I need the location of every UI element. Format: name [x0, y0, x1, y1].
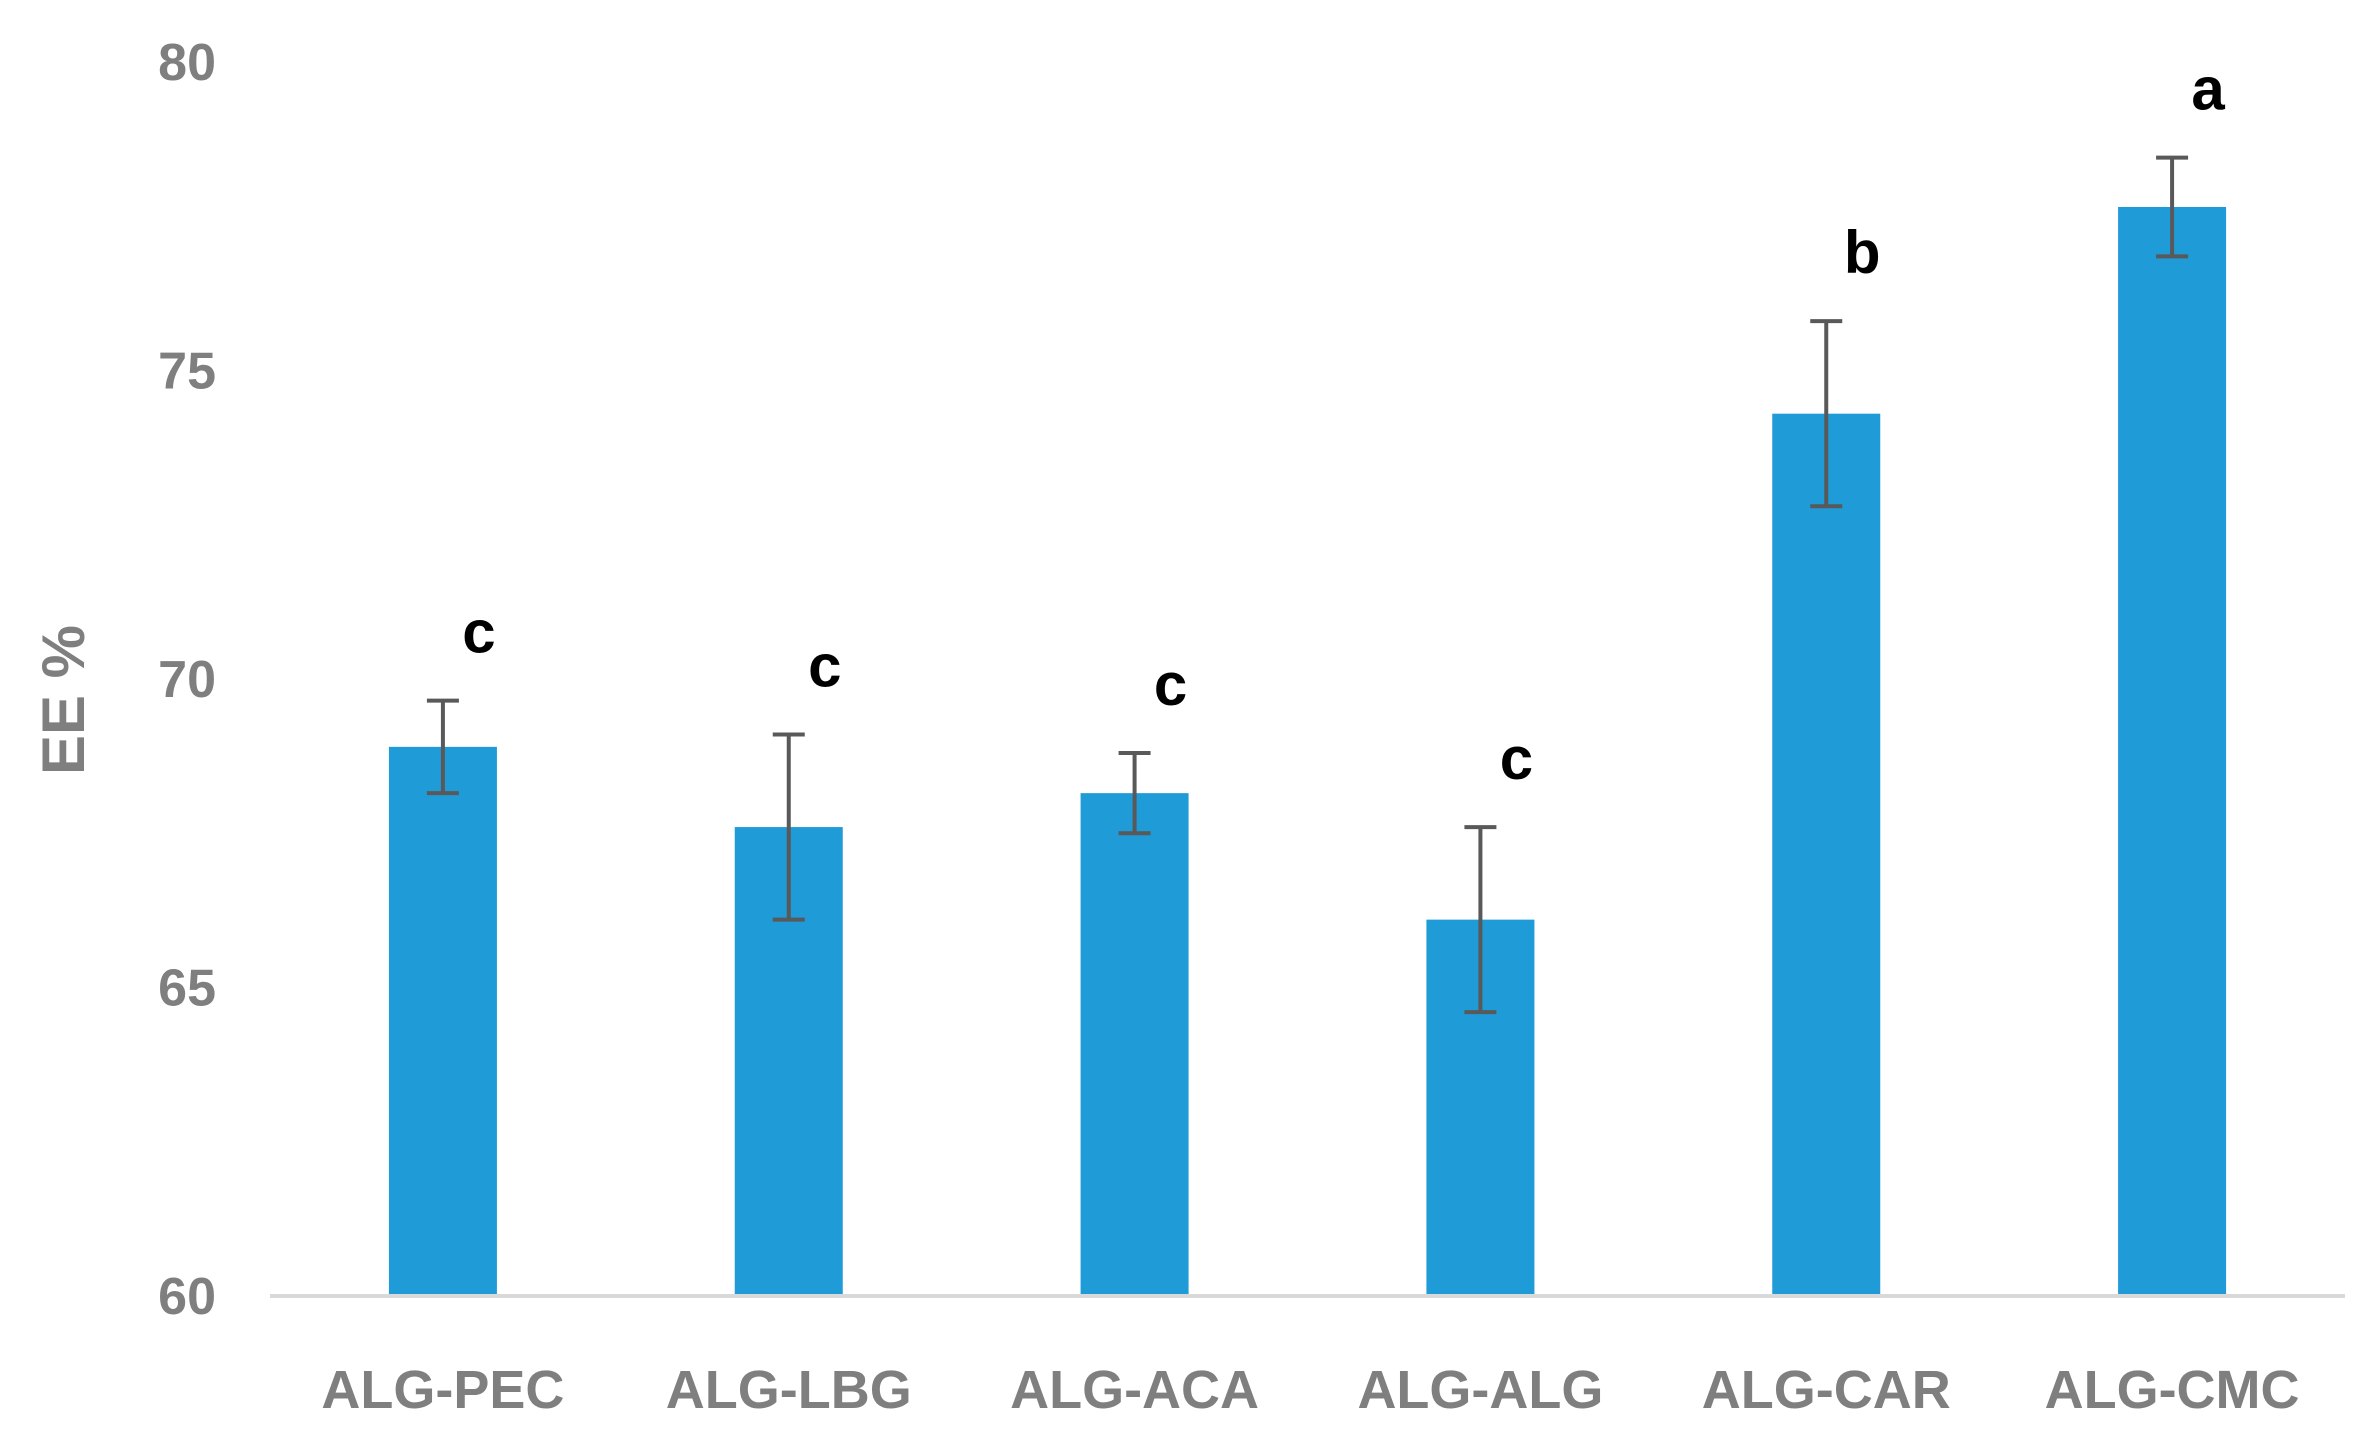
error-bar	[426, 698, 459, 796]
error-bar	[1118, 751, 1151, 836]
x-tick-label: ALG-PEC	[321, 1360, 564, 1420]
x-tick-label: ALG-CMC	[2045, 1360, 2300, 1420]
x-tick-label: ALG-CAR	[1702, 1360, 1951, 1420]
error-bar	[1464, 825, 1497, 1015]
significance-labels-group: c c c c b a	[462, 56, 2225, 792]
y-tick-label: 65	[158, 960, 216, 1018]
significance-label: c	[1154, 651, 1187, 718]
significance-label: b	[1844, 219, 1881, 286]
error-bar	[772, 732, 805, 922]
x-tick-label: ALG-ALG	[1357, 1360, 1603, 1420]
error-bar	[2156, 155, 2189, 259]
significance-label: c	[462, 599, 495, 666]
bar	[388, 746, 497, 1296]
bar	[2118, 206, 2227, 1296]
significance-label: a	[2191, 56, 2225, 123]
y-tick-label: 60	[158, 1268, 216, 1326]
error-bars-group	[426, 155, 2189, 1015]
x-axis-labels: ALG-PEC ALG-LBG ALG-ACA ALG-ALG ALG-CAR ALG-C…	[321, 1360, 2299, 1420]
y-tick-label: 75	[158, 343, 216, 401]
significance-label: c	[808, 633, 841, 700]
y-axis-title: EE %	[30, 625, 97, 775]
y-tick-label: 80	[158, 34, 216, 92]
significance-label: c	[1500, 725, 1533, 792]
y-axis-ticks: 60 65 70 75 80	[158, 34, 216, 1326]
bars-group	[388, 206, 2227, 1296]
x-tick-label: ALG-LBG	[666, 1360, 912, 1420]
y-tick-label: 70	[158, 651, 216, 709]
error-bar	[1810, 319, 1843, 509]
bar	[1772, 413, 1881, 1296]
x-tick-label: ALG-ACA	[1010, 1360, 1259, 1420]
bar	[1080, 793, 1189, 1296]
